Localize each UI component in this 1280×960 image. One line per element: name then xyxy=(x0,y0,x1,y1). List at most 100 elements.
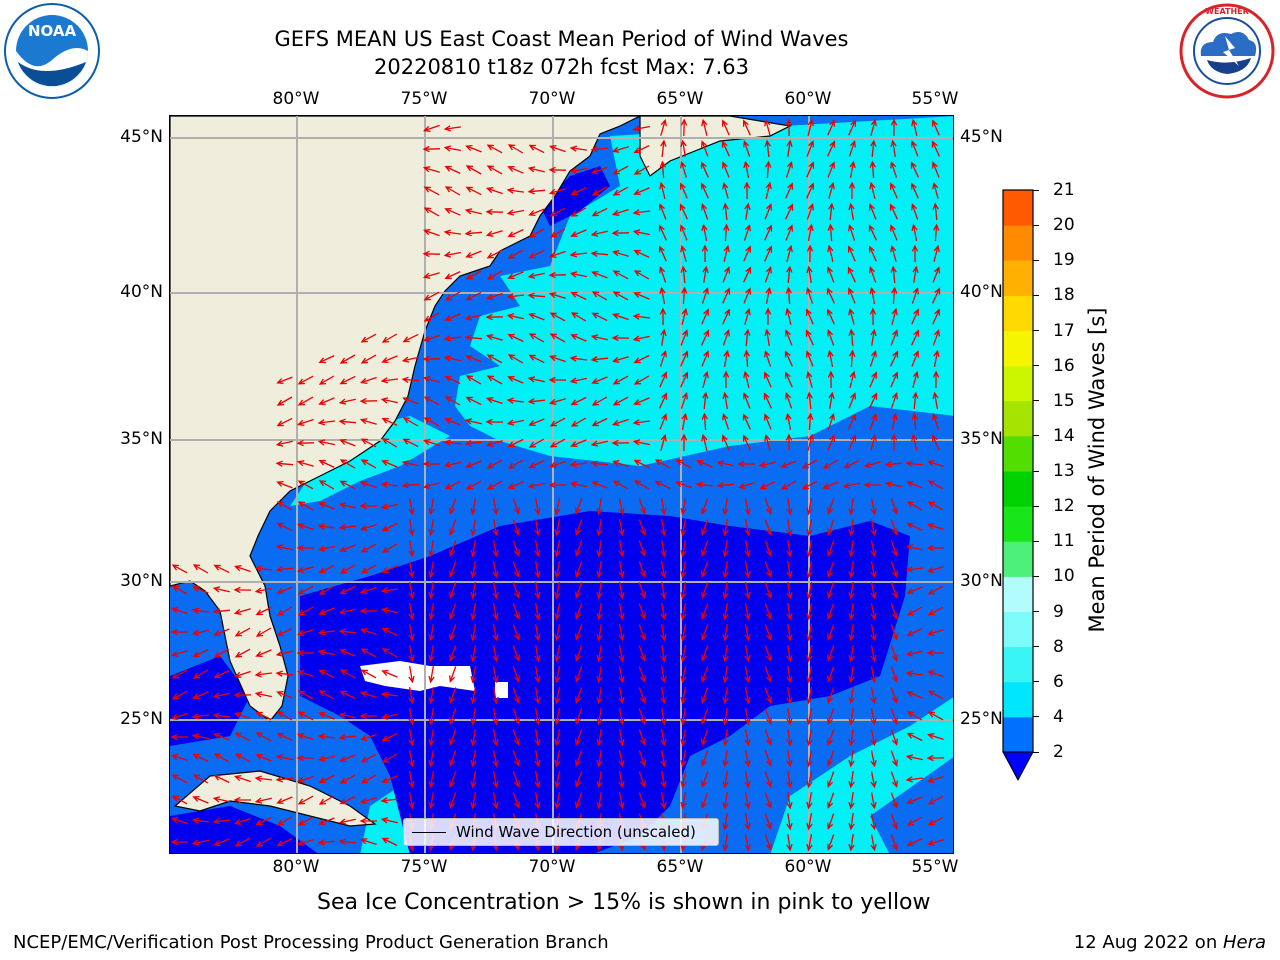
wave-arrow xyxy=(359,397,378,405)
wave-arrow xyxy=(465,375,482,385)
wave-arrow xyxy=(785,391,793,409)
colorbar-tick-mark xyxy=(1033,540,1039,542)
wave-arrow xyxy=(443,229,461,236)
wave-arrow xyxy=(927,606,944,616)
wave-arrow xyxy=(638,729,646,746)
wave-arrow xyxy=(618,686,625,705)
wave-arrow xyxy=(680,518,687,537)
lon-label-top: 70°W xyxy=(528,89,576,109)
wave-arrow xyxy=(870,708,877,726)
wave-arrow xyxy=(596,707,603,726)
wave-arrow xyxy=(700,140,709,157)
wave-arrow xyxy=(807,412,814,431)
wave-arrow xyxy=(338,418,357,425)
wave-arrow xyxy=(743,245,752,262)
wave-arrow xyxy=(360,774,377,784)
wave-arrow xyxy=(828,181,835,199)
wave-arrow xyxy=(696,459,713,468)
wave-arrow xyxy=(554,749,561,768)
wave-arrow xyxy=(575,540,583,557)
wave-arrow xyxy=(722,497,729,516)
wave-arrow xyxy=(660,118,667,136)
colorbar-tick-label: 9 xyxy=(1053,601,1064,622)
wave-arrow xyxy=(827,161,836,178)
wave-arrow xyxy=(449,540,457,557)
wave-arrow xyxy=(680,433,688,452)
wave-arrow xyxy=(927,690,944,700)
wave-arrow xyxy=(827,813,835,830)
wave-arrow xyxy=(449,729,457,746)
wave-arrow xyxy=(338,524,357,531)
wave-arrow xyxy=(191,629,209,636)
wave-arrow xyxy=(906,522,923,532)
wave-arrow xyxy=(233,775,251,783)
wave-arrow xyxy=(381,543,398,553)
wave-arrow xyxy=(827,645,835,662)
wave-arrow xyxy=(381,732,398,742)
wave-arrow xyxy=(890,666,898,683)
wave-arrow xyxy=(806,244,814,263)
wave-arrow xyxy=(470,770,477,789)
wave-arrow xyxy=(170,607,188,615)
wave-arrow xyxy=(764,750,772,767)
wave-arrow xyxy=(212,796,230,803)
wave-arrow xyxy=(658,245,667,262)
wave-arrow xyxy=(681,412,688,431)
wave-arrow xyxy=(911,308,920,325)
wave-arrow xyxy=(869,413,878,430)
wave-arrow xyxy=(633,249,650,258)
wave-arrow xyxy=(701,519,709,536)
wave-arrow xyxy=(570,207,587,217)
wave-arrow xyxy=(360,438,377,448)
wave-arrow xyxy=(927,711,944,721)
wave-arrow xyxy=(570,187,587,196)
wave-arrow xyxy=(170,817,188,825)
wave-arrow xyxy=(591,270,608,279)
wave-arrow xyxy=(528,459,545,469)
wave-arrow xyxy=(764,645,772,662)
wave-arrow xyxy=(465,460,482,469)
wave-arrow xyxy=(591,376,608,385)
wave-arrow xyxy=(786,498,793,516)
wave-arrow xyxy=(192,753,209,763)
wave-arrow xyxy=(926,754,945,762)
wave-arrow xyxy=(590,440,608,447)
wave-arrow xyxy=(428,707,435,726)
wave-arrow xyxy=(470,581,477,600)
wave-arrow xyxy=(618,665,625,684)
wave-arrow xyxy=(659,392,668,409)
wave-arrow xyxy=(633,397,650,406)
wave-arrow xyxy=(359,586,377,594)
wave-arrow xyxy=(618,749,625,768)
wave-arrow xyxy=(449,561,457,578)
wave-arrow xyxy=(848,540,855,558)
wave-arrow xyxy=(701,350,710,367)
wave-arrow xyxy=(764,328,771,347)
wave-arrow xyxy=(680,623,687,642)
wave-arrow xyxy=(401,356,419,363)
wave-arrow xyxy=(318,459,335,468)
wave-arrow xyxy=(170,838,188,846)
wave-arrow xyxy=(464,208,482,215)
wave-arrow xyxy=(575,582,583,599)
colorbar-tick-label: 19 xyxy=(1053,250,1075,271)
wave-arrow xyxy=(591,207,608,217)
map-panel xyxy=(169,115,954,854)
wave-arrow xyxy=(906,732,923,742)
blue-region-se-edge xyxy=(870,757,953,853)
wave-arrow xyxy=(408,623,415,642)
wave-arrow xyxy=(213,838,230,847)
wave-arrow xyxy=(507,229,524,238)
wave-arrow xyxy=(722,539,729,558)
wave-arrow xyxy=(869,371,878,388)
wave-arrow xyxy=(318,795,335,805)
wave-arrow xyxy=(849,370,856,388)
wave-arrow xyxy=(443,125,461,132)
wave-arrow xyxy=(507,144,524,154)
wave-arrow xyxy=(360,333,377,343)
wave-arrow xyxy=(171,564,188,574)
wave-arrow xyxy=(890,561,898,578)
wave-arrow xyxy=(680,244,687,262)
wave-arrow xyxy=(549,312,566,322)
wave-arrow xyxy=(744,770,751,789)
